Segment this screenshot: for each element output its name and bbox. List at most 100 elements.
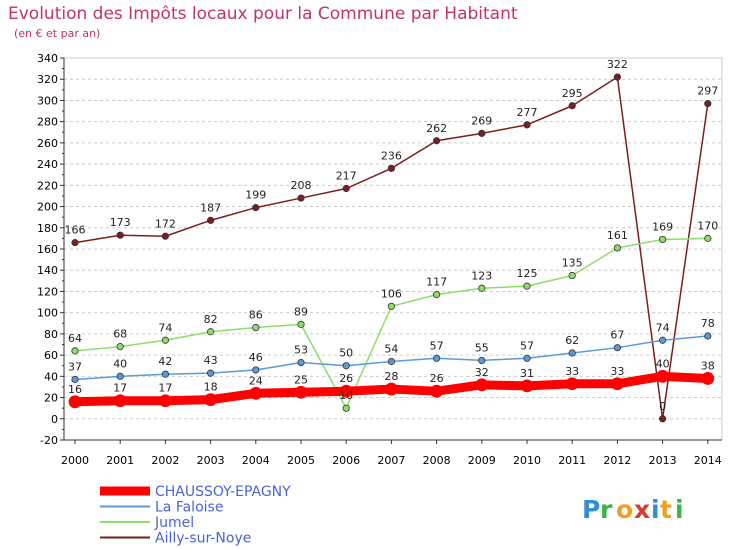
- logo-letter-r: r: [600, 495, 613, 524]
- data-point-chaussoy-epagny: [475, 378, 489, 392]
- data-label-jumel: 86: [249, 309, 263, 322]
- data-point-jumel: [704, 234, 712, 242]
- data-point-jumel: [432, 291, 441, 299]
- data-label-la-faloise: 43: [204, 354, 218, 367]
- data-label-la-faloise: 55: [475, 341, 489, 354]
- x-tick-label: 2002: [151, 454, 179, 467]
- logo-letter-x: x: [634, 495, 650, 524]
- data-label-ailly-sur-noye: 217: [336, 170, 357, 183]
- logo-letter-t: t: [660, 495, 672, 524]
- data-label-chaussoy-epagny: 40: [656, 357, 670, 370]
- legend-label: Ailly-sur-Noye: [155, 531, 251, 547]
- data-label-la-faloise: 67: [610, 329, 624, 342]
- data-label-la-faloise: 50: [339, 347, 353, 360]
- data-point-chaussoy-epagny: [158, 394, 172, 408]
- data-point-jumel: [613, 244, 622, 252]
- data-point-ailly-sur-noye: [252, 204, 260, 212]
- data-point-la-faloise: [252, 366, 260, 374]
- data-label-chaussoy-epagny: 24: [249, 374, 263, 387]
- data-point-jumel: [207, 328, 215, 336]
- x-tick-label: 2004: [242, 454, 270, 467]
- data-point-jumel: [387, 302, 395, 310]
- grid-layer: [64, 57, 723, 441]
- data-label-jumel: 170: [697, 219, 718, 232]
- data-point-la-faloise: [613, 344, 622, 352]
- data-label-chaussoy-epagny: 31: [520, 367, 534, 380]
- data-label-la-faloise: 37: [68, 361, 82, 374]
- data-point-jumel: [252, 323, 260, 332]
- data-point-chaussoy-epagny: [249, 386, 263, 400]
- data-label-chaussoy-epagny: 26: [339, 372, 353, 385]
- data-point-ailly-sur-noye: [116, 231, 124, 239]
- x-tick-label: 2010: [513, 454, 541, 467]
- data-point-chaussoy-epagny: [384, 382, 398, 396]
- data-point-chaussoy-epagny: [339, 384, 353, 398]
- data-point-ailly-sur-noye: [297, 194, 305, 202]
- data-point-ailly-sur-noye: [387, 164, 395, 172]
- data-point-la-faloise: [116, 372, 124, 380]
- x-tick-label: 2007: [377, 454, 405, 467]
- data-point-la-faloise: [568, 349, 576, 357]
- x-tick-label: 2001: [106, 454, 134, 467]
- y-tick-label: 340: [37, 52, 58, 65]
- y-tick-label: 320: [37, 73, 58, 86]
- data-label-ailly-sur-noye: 277: [517, 106, 538, 119]
- data-point-la-faloise: [523, 354, 531, 362]
- data-label-jumel: 117: [426, 276, 447, 289]
- data-point-la-faloise: [297, 358, 305, 367]
- x-tick-label: 2006: [332, 454, 360, 467]
- data-label-la-faloise: 53: [294, 344, 308, 357]
- y-tick-label: 120: [37, 285, 58, 298]
- data-point-la-faloise: [704, 332, 712, 340]
- data-point-ailly-sur-noye: [658, 415, 667, 423]
- data-label-chaussoy-epagny: 32: [475, 366, 489, 379]
- data-label-jumel: 82: [204, 313, 218, 326]
- data-label-jumel: 68: [113, 328, 127, 341]
- logo-letter-i: i: [651, 495, 660, 524]
- data-label-jumel: 89: [294, 305, 308, 318]
- data-point-la-faloise: [342, 362, 350, 370]
- y-tick-label: 180: [37, 222, 58, 235]
- data-label-chaussoy-epagny: 17: [113, 382, 127, 395]
- y-tick-label: 80: [44, 328, 58, 341]
- data-point-jumel: [161, 336, 169, 344]
- x-tick-label: 2014: [694, 454, 722, 467]
- data-point-ailly-sur-noye: [568, 102, 576, 110]
- data-label-jumel: 64: [68, 332, 82, 345]
- data-label-ailly-sur-noye: 295: [562, 87, 583, 100]
- y-tick-label: 240: [37, 158, 58, 171]
- data-label-la-faloise: 62: [565, 334, 579, 347]
- data-label-ailly-sur-noye: 187: [200, 201, 221, 214]
- data-label-chaussoy-epagny: 28: [384, 370, 398, 383]
- data-label-chaussoy-epagny: 33: [610, 365, 624, 378]
- data-label-chaussoy-epagny: 17: [158, 382, 172, 395]
- logo-letter-i2: i: [675, 495, 684, 524]
- data-point-la-faloise: [207, 369, 215, 377]
- data-label-ailly-sur-noye: 322: [607, 58, 628, 71]
- data-point-jumel: [523, 282, 531, 290]
- data-label-ailly-sur-noye: 208: [291, 179, 312, 192]
- y-tick-label: 160: [37, 243, 58, 256]
- data-label-ailly-sur-noye: 236: [381, 149, 402, 162]
- y-tick-label: 300: [37, 94, 58, 107]
- data-label-ailly-sur-noye: 0: [659, 400, 666, 413]
- data-label-jumel: 169: [652, 220, 673, 233]
- chart-subtitle: (en € et par an): [14, 27, 101, 40]
- y-tick-label: 200: [37, 201, 58, 214]
- y-tick-label: 40: [44, 370, 58, 383]
- data-label-la-faloise: 54: [384, 342, 398, 355]
- data-point-chaussoy-epagny: [430, 384, 444, 398]
- data-label-jumel: 161: [607, 229, 628, 242]
- data-point-ailly-sur-noye: [523, 121, 531, 129]
- data-point-la-faloise: [432, 354, 441, 362]
- data-label-ailly-sur-noye: 166: [65, 224, 86, 237]
- data-point-ailly-sur-noye: [71, 239, 79, 247]
- y-tick-label: 60: [44, 349, 58, 362]
- legend-label: CHAUSSOY-EPAGNY: [155, 484, 291, 500]
- data-label-ailly-sur-noye: 199: [245, 189, 266, 202]
- data-label-ailly-sur-noye: 269: [471, 114, 492, 127]
- data-label-la-faloise: 40: [113, 357, 127, 370]
